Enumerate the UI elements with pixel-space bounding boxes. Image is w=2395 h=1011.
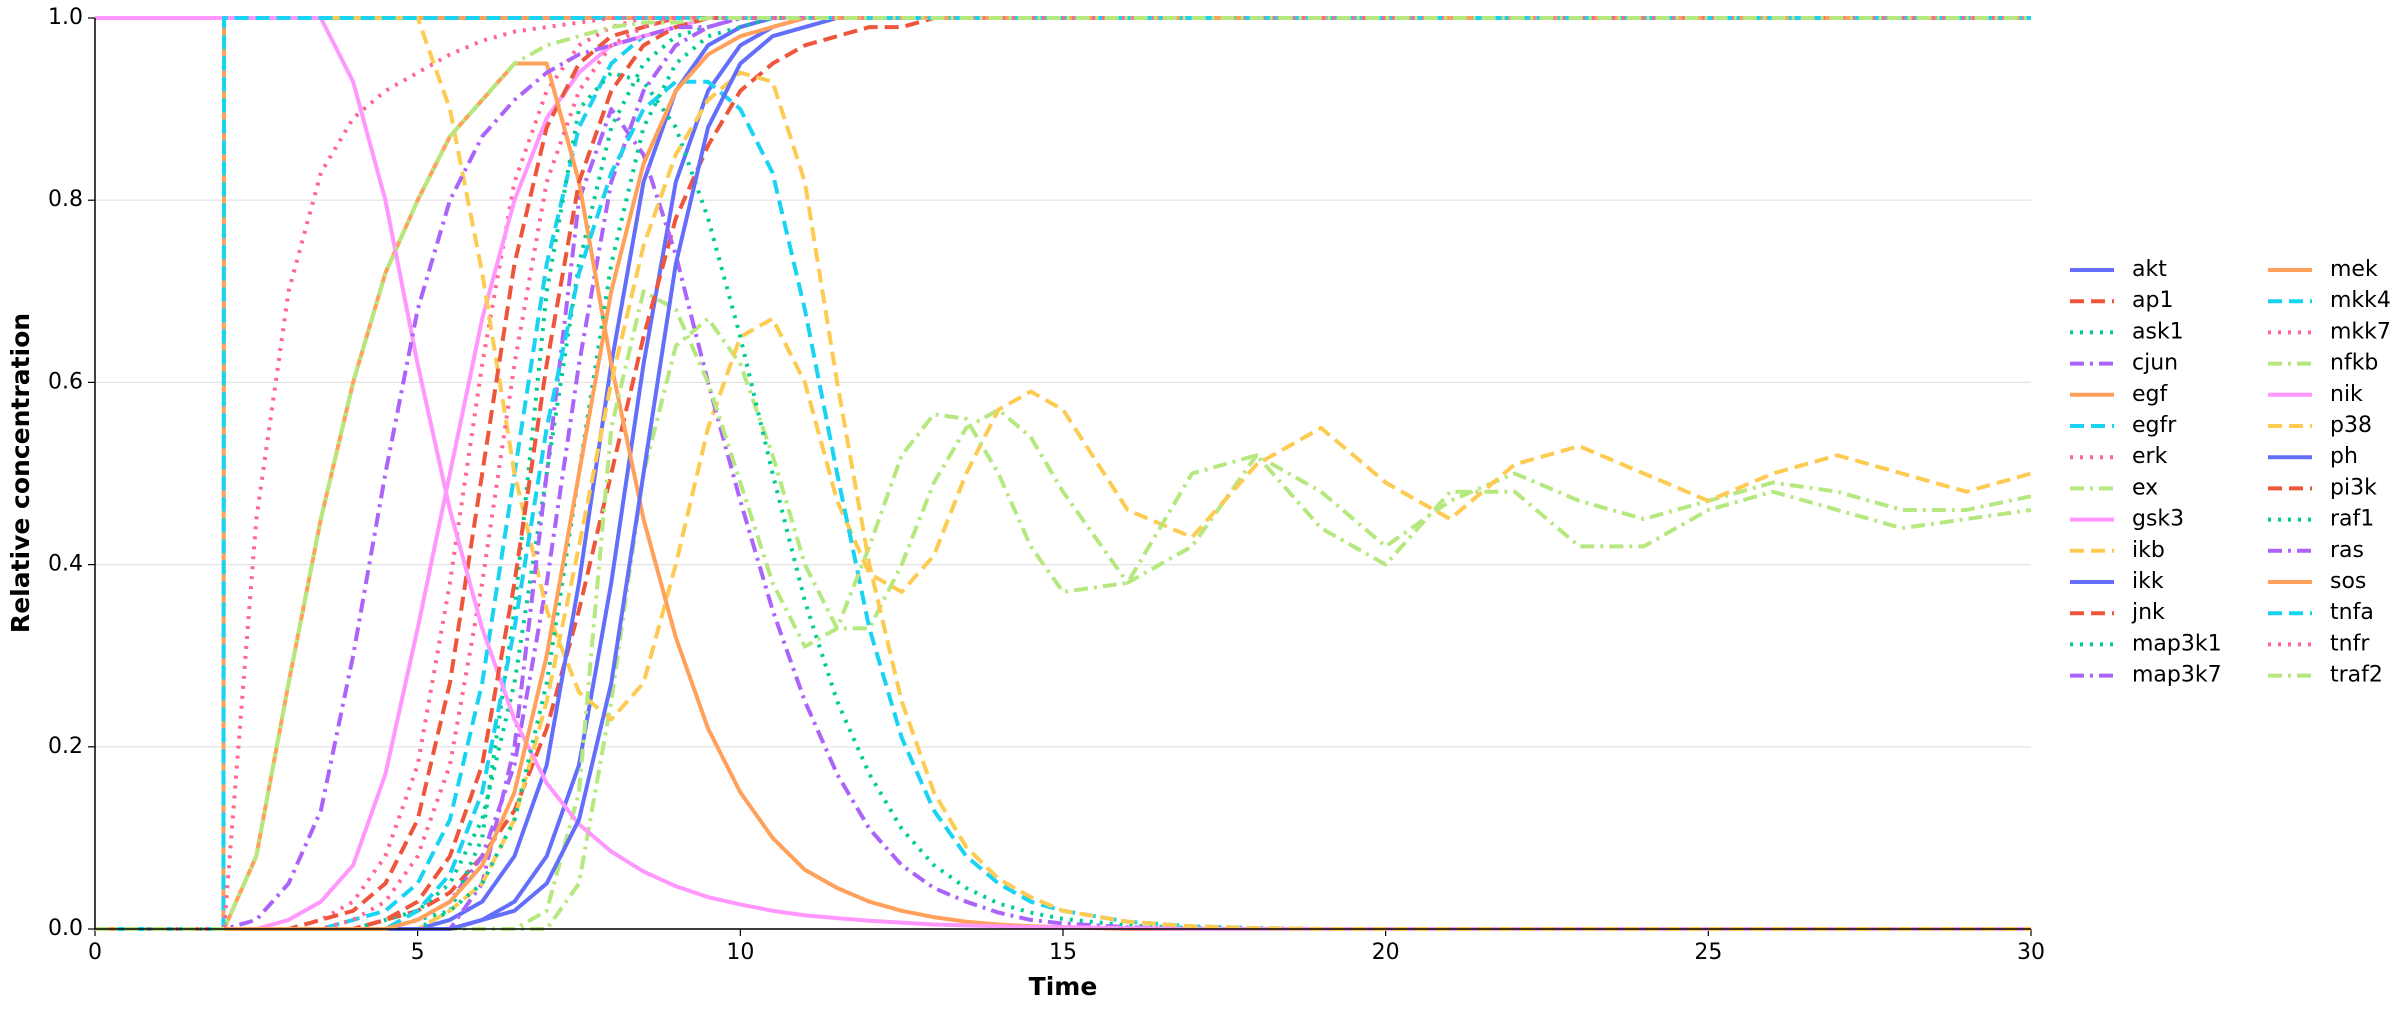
x-tick-label: 0 xyxy=(88,940,102,965)
x-axis-title: Time xyxy=(1029,972,1098,1001)
series-line xyxy=(95,16,2031,931)
series-line xyxy=(95,16,2031,931)
legend-label: mek xyxy=(2330,257,2378,282)
series-line xyxy=(95,16,2031,931)
legend-label: ikk xyxy=(2132,569,2164,594)
y-axis-title: Relative concentration xyxy=(6,313,35,633)
series-line xyxy=(95,16,2031,931)
legend-label: cjun xyxy=(2132,351,2178,376)
series-line xyxy=(95,16,2031,931)
y-tick-label: 0.2 xyxy=(48,734,83,759)
series-line xyxy=(95,16,2031,931)
legend-label: tnfr xyxy=(2330,631,2370,656)
legend-label: erk xyxy=(2132,444,2168,469)
y-tick-label: 0.0 xyxy=(48,916,83,941)
legend-label: egfr xyxy=(2132,413,2177,438)
series-line xyxy=(95,16,2031,931)
series-line xyxy=(95,16,2031,931)
series-line xyxy=(95,316,2032,931)
series-line xyxy=(95,79,2031,931)
series-line xyxy=(95,289,2032,931)
x-tick-label: 10 xyxy=(726,940,754,965)
legend-label: ikb xyxy=(2132,538,2165,563)
legend-label: sos xyxy=(2330,569,2366,594)
plot-lines xyxy=(95,16,2032,931)
y-tick-label: 0.4 xyxy=(48,552,83,577)
legend-label: egf xyxy=(2132,382,2169,407)
series-line xyxy=(95,16,2031,931)
legend-label: ph xyxy=(2330,444,2358,469)
legend-label: jnk xyxy=(2131,600,2165,625)
legend-label: ap1 xyxy=(2132,288,2173,313)
legend-label: map3k1 xyxy=(2132,631,2222,656)
y-tick-label: 0.8 xyxy=(48,187,83,212)
series-line xyxy=(95,16,2031,931)
legend-label: pi3k xyxy=(2330,475,2377,500)
y-tick-label: 1.0 xyxy=(48,5,83,30)
series-line xyxy=(95,16,2032,722)
x-tick-label: 30 xyxy=(2017,940,2045,965)
series-line xyxy=(95,16,2031,931)
legend-label: nfkb xyxy=(2330,351,2378,376)
x-tick-label: 20 xyxy=(1372,940,1400,965)
legend-label: gsk3 xyxy=(2132,507,2184,532)
series-line xyxy=(95,16,2031,931)
legend-label: tnfa xyxy=(2330,600,2374,625)
legend-label: raf1 xyxy=(2330,507,2374,532)
legend-label: ex xyxy=(2132,475,2158,500)
x-tick-label: 25 xyxy=(1694,940,1722,965)
series-line xyxy=(95,16,2031,931)
series-line xyxy=(95,16,2031,931)
legend-label: mkk4 xyxy=(2330,288,2391,313)
legend-label: nik xyxy=(2330,382,2363,407)
legend-label: ras xyxy=(2330,538,2364,563)
legend-label: akt xyxy=(2132,257,2167,282)
series-line xyxy=(95,16,2031,931)
series-line xyxy=(95,16,2031,931)
series-line xyxy=(95,16,2031,931)
y-tick-label: 0.6 xyxy=(48,369,83,394)
series-line xyxy=(95,107,2031,931)
series-line xyxy=(95,16,2031,931)
legend-label: mkk7 xyxy=(2330,319,2391,344)
legend-label: map3k7 xyxy=(2132,663,2222,688)
series-line xyxy=(95,16,2031,931)
legend-label: ask1 xyxy=(2132,319,2184,344)
x-tick-label: 5 xyxy=(411,940,425,965)
legend-label: p38 xyxy=(2330,413,2372,438)
x-tick-label: 15 xyxy=(1049,940,1077,965)
series-line xyxy=(95,70,2031,931)
series-line xyxy=(95,16,2031,931)
legend-label: traf2 xyxy=(2330,663,2383,688)
